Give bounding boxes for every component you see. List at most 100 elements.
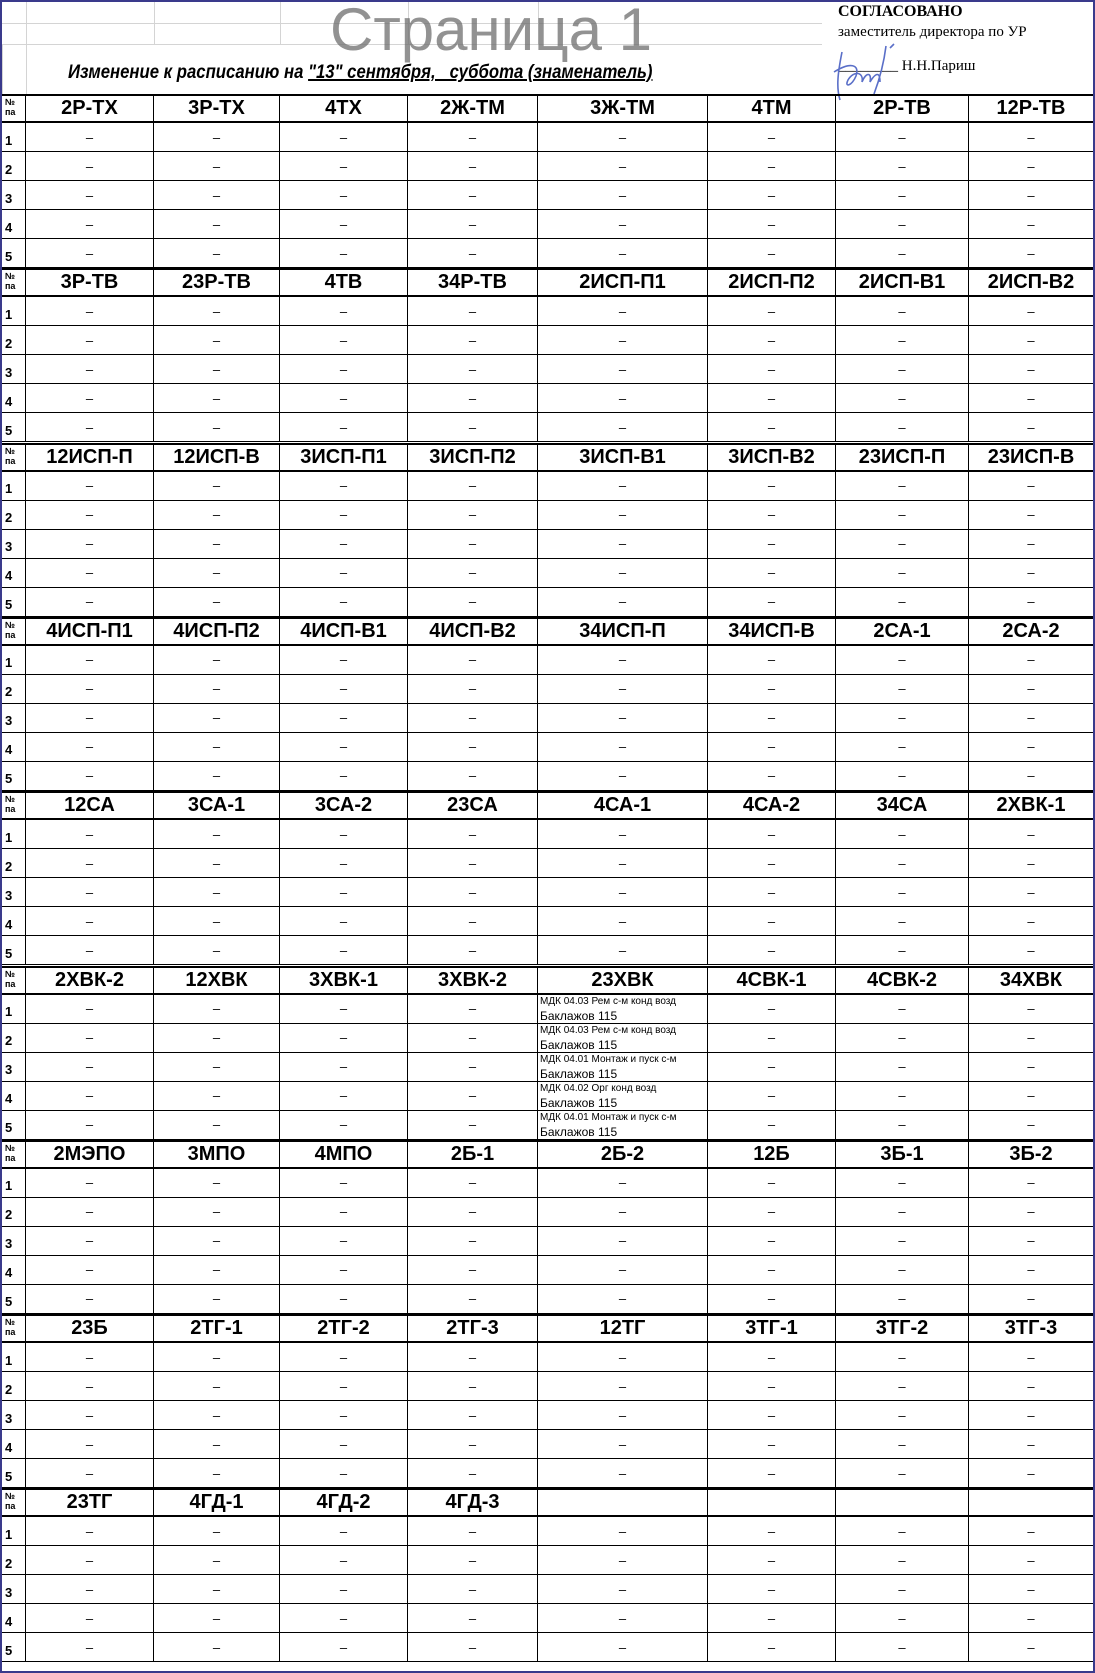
schedule-cell[interactable]: – [708, 529, 836, 558]
schedule-cell[interactable]: – [154, 1197, 280, 1226]
schedule-cell[interactable]: – [280, 210, 408, 238]
schedule-cell[interactable]: – [154, 558, 280, 587]
schedule-cell[interactable]: – [538, 820, 708, 849]
schedule-cell[interactable]: – [836, 1168, 969, 1197]
schedule-cell[interactable]: – [836, 907, 969, 936]
schedule-cell[interactable]: – [26, 123, 154, 151]
schedule-cell[interactable]: – [154, 1401, 280, 1430]
schedule-cell[interactable]: – [26, 732, 154, 761]
schedule-cell[interactable]: – [1027, 507, 1035, 523]
schedule-cell[interactable]: – [1027, 1088, 1035, 1103]
schedule-cell[interactable]: – [154, 152, 280, 180]
schedule-cell[interactable]: – [408, 1168, 538, 1197]
schedule-cell[interactable]: – [708, 1052, 836, 1081]
schedule-cell[interactable]: – [1027, 1059, 1035, 1074]
schedule-cell[interactable]: – [836, 355, 969, 384]
schedule-cell[interactable]: – [836, 1343, 969, 1372]
schedule-cell[interactable]: – [26, 210, 154, 238]
schedule-cell[interactable]: – [154, 1023, 280, 1052]
schedule-cell[interactable]: – [280, 1372, 408, 1401]
schedule-cell[interactable]: – [1027, 332, 1035, 348]
schedule-cell[interactable]: – [408, 123, 538, 151]
schedule-cell[interactable]: – [538, 297, 708, 326]
schedule-cell[interactable]: – [1027, 1001, 1035, 1016]
schedule-cell[interactable]: – [280, 703, 408, 732]
schedule-cell[interactable]: – [280, 1575, 408, 1604]
schedule-cell[interactable]: – [836, 1081, 969, 1110]
schedule-cell[interactable]: – [708, 1575, 836, 1604]
schedule-cell[interactable]: – [538, 907, 708, 936]
schedule-cell[interactable]: – [26, 1401, 154, 1430]
schedule-cell[interactable]: – [280, 761, 408, 790]
schedule-cell[interactable]: – [280, 820, 408, 849]
schedule-cell[interactable]: – [538, 1575, 708, 1604]
schedule-cell[interactable]: – [280, 558, 408, 587]
schedule-cell[interactable]: – [154, 500, 280, 529]
schedule-cell[interactable]: – [26, 820, 154, 849]
schedule-cell[interactable]: – [1027, 158, 1035, 174]
schedule-cell[interactable]: – [708, 878, 836, 907]
schedule-cell[interactable]: – [26, 1226, 154, 1255]
schedule-cell[interactable]: – [1027, 942, 1035, 958]
schedule-cell[interactable]: – [836, 645, 969, 674]
schedule-cell[interactable]: – [708, 355, 836, 384]
schedule-cell[interactable]: – [26, 1343, 154, 1372]
schedule-cell[interactable]: – [408, 1575, 538, 1604]
schedule-cell[interactable]: – [538, 355, 708, 384]
schedule-cell[interactable]: – [26, 413, 154, 442]
lesson-cell[interactable]: МДК 04.03 Рем с-м конд возд Баклажов 115 [538, 994, 708, 1023]
schedule-cell[interactable]: – [836, 384, 969, 413]
schedule-cell[interactable]: – [708, 471, 836, 500]
schedule-cell[interactable]: – [154, 123, 280, 151]
schedule-cell[interactable]: – [538, 1372, 708, 1401]
schedule-cell[interactable]: – [1027, 1175, 1035, 1191]
schedule-cell[interactable]: – [408, 152, 538, 180]
schedule-cell[interactable]: – [280, 1168, 408, 1197]
schedule-cell[interactable]: – [408, 297, 538, 326]
schedule-cell[interactable]: – [408, 878, 538, 907]
schedule-cell[interactable]: – [408, 1459, 538, 1488]
schedule-cell[interactable]: – [26, 1023, 154, 1052]
schedule-cell[interactable]: – [836, 878, 969, 907]
schedule-cell[interactable]: – [408, 587, 538, 616]
schedule-cell[interactable]: – [280, 878, 408, 907]
schedule-cell[interactable]: – [538, 1459, 708, 1488]
schedule-cell[interactable]: – [538, 384, 708, 413]
schedule-cell[interactable]: – [154, 1372, 280, 1401]
schedule-cell[interactable]: – [538, 529, 708, 558]
schedule-cell[interactable]: – [408, 732, 538, 761]
schedule-cell[interactable]: – [538, 587, 708, 616]
schedule-cell[interactable]: – [408, 1081, 538, 1110]
schedule-cell[interactable]: – [1027, 1581, 1035, 1597]
schedule-cell[interactable]: – [538, 1517, 708, 1546]
schedule-cell[interactable]: – [708, 994, 836, 1023]
schedule-cell[interactable]: – [280, 384, 408, 413]
schedule-cell[interactable]: – [1027, 361, 1035, 377]
lesson-cell[interactable]: МДК 04.01 Монтаж и пуск с-м Баклажов 115 [538, 1052, 708, 1081]
schedule-cell[interactable]: – [1027, 303, 1035, 319]
schedule-cell[interactable]: – [836, 1546, 969, 1575]
schedule-cell[interactable]: – [280, 587, 408, 616]
schedule-cell[interactable]: – [408, 645, 538, 674]
schedule-cell[interactable]: – [154, 529, 280, 558]
schedule-cell[interactable]: – [26, 994, 154, 1023]
schedule-cell[interactable]: – [408, 500, 538, 529]
schedule-cell[interactable]: – [538, 210, 708, 238]
schedule-cell[interactable]: – [538, 936, 708, 965]
schedule-cell[interactable]: – [708, 674, 836, 703]
schedule-cell[interactable]: – [280, 1255, 408, 1284]
schedule-cell[interactable]: – [836, 1517, 969, 1546]
schedule-cell[interactable]: – [280, 1401, 408, 1430]
schedule-cell[interactable]: – [1027, 1291, 1035, 1307]
schedule-cell[interactable]: – [836, 239, 969, 267]
schedule-cell[interactable]: – [538, 1226, 708, 1255]
schedule-cell[interactable]: – [836, 761, 969, 790]
schedule-cell[interactable]: – [708, 210, 836, 238]
schedule-cell[interactable]: – [836, 1284, 969, 1313]
schedule-cell[interactable]: – [280, 1226, 408, 1255]
schedule-cell[interactable]: – [280, 674, 408, 703]
schedule-cell[interactable]: – [708, 1372, 836, 1401]
schedule-cell[interactable]: – [26, 355, 154, 384]
schedule-cell[interactable]: – [708, 1633, 836, 1662]
schedule-cell[interactable]: – [280, 152, 408, 180]
